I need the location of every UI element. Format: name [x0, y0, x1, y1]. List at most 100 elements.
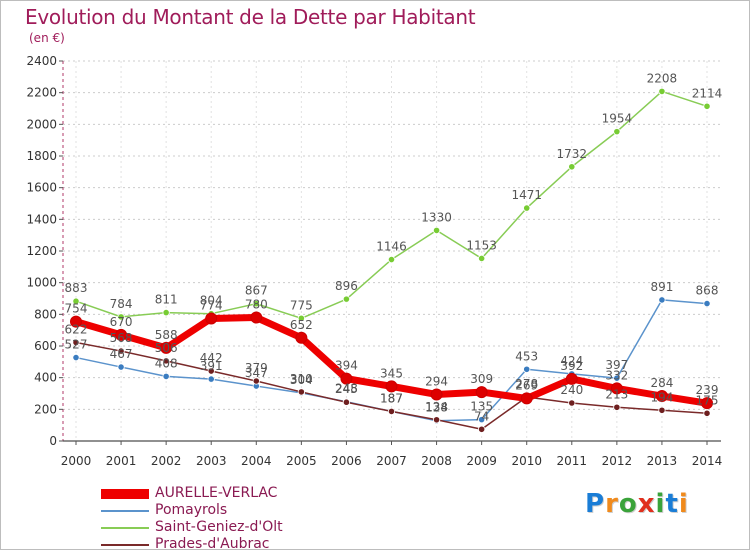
data-label: 187	[380, 391, 403, 405]
data-label: 527	[65, 338, 88, 352]
y-tick-label: 2400	[26, 54, 57, 68]
x-tick-label: 2003	[196, 454, 227, 468]
data-label: 754	[65, 302, 88, 316]
x-tick-label: 2001	[106, 454, 137, 468]
data-label: 670	[110, 315, 133, 329]
brand-letter: t	[665, 489, 679, 519]
x-tick-label: 2002	[151, 454, 182, 468]
data-label: 1732	[557, 147, 588, 161]
data-label: 248	[335, 382, 358, 396]
data-label: 408	[155, 356, 178, 370]
data-label: 424	[560, 354, 583, 368]
data-label: 1153	[466, 238, 497, 252]
data-point	[478, 416, 486, 424]
data-label: 467	[110, 347, 133, 361]
data-label: 1330	[421, 210, 452, 224]
data-label: 1954	[602, 112, 633, 126]
legend-swatch	[101, 527, 149, 529]
chart-title: Evolution du Montant de la Dette par Hab…	[25, 5, 476, 29]
data-label: 453	[515, 349, 538, 363]
data-point	[70, 315, 82, 328]
data-point	[385, 380, 398, 393]
data-label: 379	[245, 361, 268, 375]
data-point	[115, 328, 128, 341]
x-tick-label: 2011	[557, 454, 588, 468]
brand-letter: P	[585, 489, 606, 519]
x-tick-label: 2012	[602, 454, 633, 468]
data-label: 883	[65, 281, 88, 295]
data-point	[297, 314, 305, 322]
data-label: 245	[335, 382, 358, 396]
data-label: 239	[696, 383, 719, 397]
x-tick-label: 2006	[331, 454, 362, 468]
data-point	[432, 226, 441, 235]
data-label: 506	[155, 341, 178, 355]
data-label: 896	[335, 279, 358, 293]
data-point	[703, 102, 711, 110]
data-label: 269	[515, 378, 538, 392]
data-label: 213	[605, 387, 628, 401]
legend-swatch	[101, 489, 149, 499]
data-point	[613, 403, 621, 411]
data-label: 394	[335, 359, 358, 373]
data-label: 622	[65, 323, 88, 337]
data-point	[252, 300, 260, 308]
legend-label: Pomayrols	[155, 502, 228, 518]
data-point	[658, 406, 666, 414]
legend-swatch	[101, 510, 149, 512]
data-label: 304	[290, 373, 313, 387]
data-label: 442	[200, 351, 223, 365]
data-label: 774	[200, 298, 223, 312]
data-label: 345	[380, 366, 403, 380]
data-label: 187	[380, 391, 403, 405]
legend-swatch	[101, 544, 149, 546]
data-label: 775	[290, 298, 313, 312]
x-tick-label: 2005	[286, 454, 317, 468]
data-point	[297, 388, 305, 396]
y-tick-label: 600	[34, 339, 57, 353]
data-point	[117, 347, 125, 355]
data-label: 74	[474, 409, 489, 423]
legend-label: Prades-d'Aubrac	[155, 536, 270, 552]
data-point	[703, 409, 711, 417]
brand-letter: i	[655, 489, 666, 519]
y-tick-label: 200	[34, 402, 57, 416]
y-tick-label: 2000	[26, 117, 57, 131]
y-tick-label: 1200	[26, 244, 57, 258]
data-label: 2208	[647, 71, 678, 85]
data-point	[387, 407, 396, 415]
data-label: 652	[290, 318, 313, 332]
legend-label: AURELLE-VERLAC	[155, 485, 278, 501]
data-point	[478, 254, 486, 263]
data-label: 568	[110, 331, 133, 345]
data-point	[117, 363, 125, 371]
data-point	[387, 255, 396, 264]
data-label: 175	[696, 393, 719, 407]
data-point	[162, 308, 170, 317]
data-label: 278	[515, 377, 538, 391]
data-label: 811	[155, 293, 178, 307]
y-tick-label: 800	[34, 307, 57, 321]
data-point	[162, 357, 170, 365]
brand-letter: i	[678, 489, 689, 519]
data-point	[160, 341, 173, 354]
data-label: 392	[560, 359, 583, 373]
data-point	[703, 299, 711, 308]
x-tick-label: 2013	[647, 454, 678, 468]
data-label: 135	[470, 400, 493, 414]
data-label: 588	[155, 328, 178, 342]
data-point	[478, 425, 486, 433]
data-point	[610, 382, 623, 395]
data-point	[207, 375, 215, 383]
data-label: 240	[560, 383, 583, 397]
data-point	[117, 313, 125, 321]
data-label: 1471	[511, 188, 542, 202]
data-label: 397	[605, 358, 628, 372]
data-label: 784	[110, 297, 133, 311]
data-point	[475, 386, 488, 399]
data-label: 194	[650, 390, 673, 404]
data-point	[430, 388, 443, 401]
data-point	[72, 338, 80, 347]
